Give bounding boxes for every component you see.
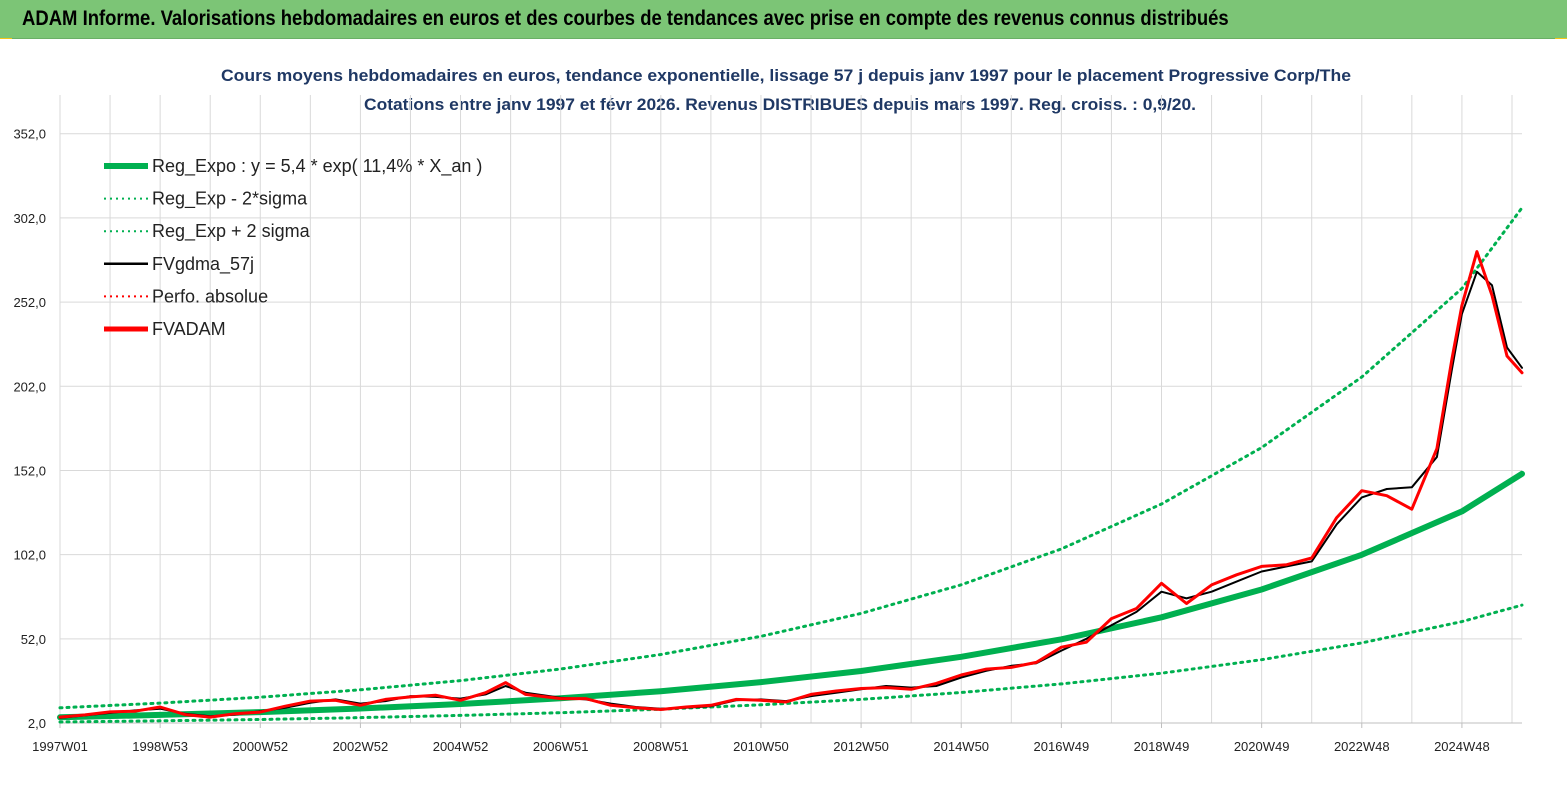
- y-tick-label: 202,0: [13, 379, 46, 394]
- series-fvadam: [58, 250, 1524, 719]
- x-tick-label: 2010W50: [733, 739, 789, 754]
- x-tick-label: 2008W51: [633, 739, 689, 754]
- chart-title-line2: Cotations entre janv 1997 et févr 2026. …: [364, 95, 1196, 114]
- y-axis: 2,0 52,0 102,0 152,0 202,0 252,0 302,0 352,0: [13, 127, 46, 731]
- series-reg-plus-2sigma: [58, 206, 1524, 710]
- x-tick-label: 2022W48: [1334, 739, 1390, 754]
- x-tick-label: 2020W49: [1234, 739, 1290, 754]
- y-tick-label: 102,0: [13, 548, 46, 563]
- chart-area: Cours moyens hebdomadaires en euros, ten…: [0, 39, 1567, 783]
- y-tick-label: 302,0: [13, 211, 46, 226]
- x-tick-label: 2000W52: [232, 739, 288, 754]
- x-tick-label: 2018W49: [1134, 739, 1190, 754]
- y-tick-label: 152,0: [13, 463, 46, 478]
- x-tick-label: 2024W48: [1434, 739, 1490, 754]
- report-title: ADAM Informe. Valorisations hebdomadaire…: [22, 7, 1229, 30]
- x-tick-label: 2014W50: [933, 739, 989, 754]
- legend-label: FVADAM: [152, 319, 226, 339]
- legend-label: Perfo. absolue: [152, 286, 268, 306]
- x-tick-label: 2006W51: [533, 739, 589, 754]
- x-tick-label: 1997W01: [32, 739, 88, 754]
- y-tick-label: 52,0: [21, 632, 46, 647]
- report-header: ADAM Informe. Valorisations hebdomadaire…: [0, 0, 1567, 39]
- legend-label: Reg_Exp + 2 sigma: [152, 221, 311, 242]
- series-lines: [57, 206, 1525, 724]
- x-tick-label: 1998W53: [132, 739, 188, 754]
- x-tick-label: 2012W50: [833, 739, 889, 754]
- legend-label: Reg_Expo : y = 5,4 * exp( 11,4% * X_an ): [152, 156, 482, 177]
- y-tick-label: 352,0: [13, 127, 46, 142]
- grid-lines: [59, 95, 1522, 724]
- y-tick-label: 252,0: [13, 295, 46, 310]
- series-fvgdma-57j: [59, 270, 1523, 719]
- series-reg-minus-2sigma: [58, 603, 1524, 724]
- y-tick-label: 2,0: [28, 716, 46, 731]
- series-reg-expo: [57, 470, 1525, 721]
- legend-label: FVgdma_57j: [152, 254, 254, 275]
- x-tick-label: 2004W52: [433, 739, 489, 754]
- chart-legend: Reg_Expo : y = 5,4 * exp( 11,4% * X_an )…: [104, 156, 482, 339]
- legend-label: Reg_Exp - 2*sigma: [152, 189, 308, 210]
- chart-title-line1: Cours moyens hebdomadaires en euros, ten…: [221, 66, 1351, 85]
- x-tick-label: 2002W52: [333, 739, 389, 754]
- x-tick-label: 2016W49: [1034, 739, 1090, 754]
- x-axis: 1997W01 1998W53 2000W52 2002W52 2004W52 2006W…: [32, 722, 1522, 754]
- line-chart: Cours moyens hebdomadaires en euros, ten…: [13, 66, 1525, 754]
